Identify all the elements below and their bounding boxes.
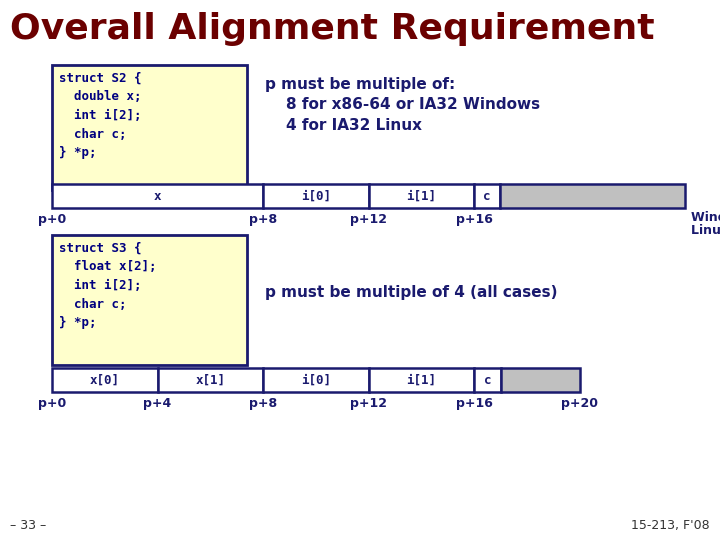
Text: p+0: p+0 [38, 397, 66, 410]
Text: x: x [154, 190, 161, 202]
Text: c: c [484, 374, 491, 387]
Bar [52, 65, 247, 190]
Text: x[1]: x[1] [195, 374, 225, 387]
Text: p+20: p+20 [562, 397, 598, 410]
Text: Overall Alignment Requirement: Overall Alignment Requirement [10, 12, 654, 46]
Bar [474, 368, 501, 392]
Bar [52, 235, 247, 365]
Text: c: c [483, 190, 491, 202]
Text: struct S2 {
  double x;
  int i[2];
  char c;
} *p;: struct S2 { double x; int i[2]; char c; … [59, 72, 142, 159]
Text: p+8: p+8 [249, 397, 277, 410]
Bar [263, 184, 369, 208]
Text: i[1]: i[1] [407, 374, 436, 387]
Text: i[0]: i[0] [301, 374, 331, 387]
Text: p+12: p+12 [350, 213, 387, 226]
Text: p+16: p+16 [456, 213, 492, 226]
Bar [52, 184, 263, 208]
Text: i[0]: i[0] [301, 190, 330, 202]
Text: 4 for IA32 Linux: 4 for IA32 Linux [265, 118, 422, 133]
Bar [264, 368, 369, 392]
Bar [369, 368, 474, 392]
Bar [501, 368, 580, 392]
Text: struct S3 {
  float x[2];
  int i[2];
  char c;
} *p;: struct S3 { float x[2]; int i[2]; char c… [59, 242, 156, 329]
Text: Linux: p+20: Linux: p+20 [691, 224, 720, 237]
Text: p+4: p+4 [143, 397, 172, 410]
Text: 15-213, F'08: 15-213, F'08 [631, 519, 710, 532]
Text: p must be multiple of 4 (all cases): p must be multiple of 4 (all cases) [265, 285, 557, 300]
Text: p+16: p+16 [456, 397, 492, 410]
Bar [369, 184, 474, 208]
Text: p+12: p+12 [351, 397, 387, 410]
Text: 8 for x86-64 or IA32 Windows: 8 for x86-64 or IA32 Windows [265, 97, 540, 112]
Text: p+0: p+0 [38, 213, 66, 226]
Text: p must be multiple of:: p must be multiple of: [265, 77, 455, 92]
Text: Windows: p+24: Windows: p+24 [691, 211, 720, 224]
Bar [52, 368, 158, 392]
Bar [158, 368, 264, 392]
Text: – 33 –: – 33 – [10, 519, 46, 532]
Text: i[1]: i[1] [406, 190, 436, 202]
Bar [500, 184, 685, 208]
Bar [474, 184, 500, 208]
Text: p+8: p+8 [249, 213, 277, 226]
Text: x[0]: x[0] [90, 374, 120, 387]
